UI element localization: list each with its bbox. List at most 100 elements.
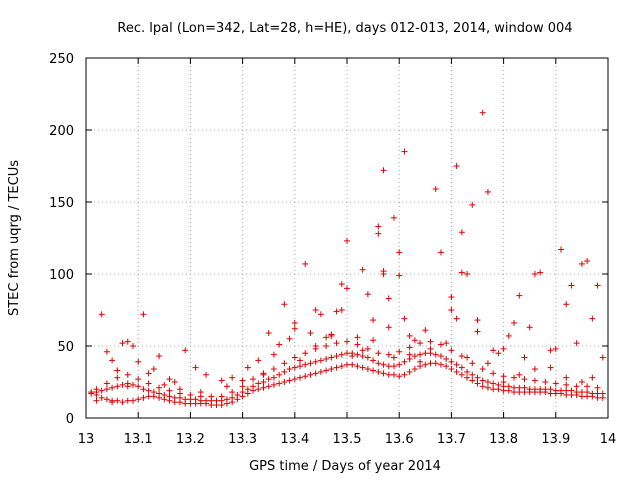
data-point — [218, 393, 225, 400]
data-point — [490, 380, 497, 387]
data-point — [244, 364, 251, 371]
data-point — [537, 269, 544, 276]
data-point — [531, 377, 538, 384]
data-point — [568, 387, 575, 394]
data-point — [411, 353, 418, 360]
data-point — [323, 367, 330, 374]
data-point — [302, 361, 309, 368]
data-point — [270, 351, 277, 358]
data-point — [411, 366, 418, 373]
data-point — [364, 366, 371, 373]
data-point — [276, 371, 283, 378]
x-tick-label: 13.3 — [228, 432, 257, 447]
data-point — [484, 188, 491, 195]
data-point — [401, 148, 408, 155]
data-point — [484, 360, 491, 367]
data-point — [239, 377, 246, 384]
data-point — [479, 377, 486, 384]
data-point — [119, 381, 126, 388]
data-point — [495, 381, 502, 388]
data-point — [464, 374, 471, 381]
y-tick-label: 0 — [66, 412, 74, 427]
data-point — [458, 371, 465, 378]
data-point — [349, 361, 356, 368]
data-point — [354, 363, 361, 370]
data-point — [599, 354, 606, 361]
data-point — [213, 397, 220, 404]
x-tick-label: 13 — [78, 432, 95, 447]
y-tick-label: 150 — [49, 196, 74, 211]
y-tick-label: 100 — [49, 268, 74, 283]
data-point — [516, 371, 523, 378]
data-point — [255, 380, 262, 387]
data-point — [317, 357, 324, 364]
data-point — [270, 374, 277, 381]
data-point — [297, 374, 304, 381]
data-point — [385, 351, 392, 358]
data-point — [396, 373, 403, 380]
data-point — [250, 376, 257, 383]
data-point — [521, 384, 528, 391]
data-point — [328, 366, 335, 373]
data-point — [338, 281, 345, 288]
data-point — [88, 390, 95, 397]
data-point — [145, 380, 152, 387]
data-point — [563, 381, 570, 388]
data-point — [281, 360, 288, 367]
data-point — [93, 386, 100, 393]
data-point — [490, 370, 497, 377]
data-point — [364, 345, 371, 352]
data-point — [119, 340, 126, 347]
data-point — [312, 343, 319, 349]
data-point — [359, 353, 366, 360]
data-point — [406, 351, 413, 358]
data-point — [401, 358, 408, 365]
data-point — [317, 368, 324, 375]
data-point — [552, 387, 559, 394]
data-point — [286, 366, 293, 373]
data-point — [344, 237, 350, 244]
data-point — [396, 272, 403, 279]
data-point — [124, 383, 131, 390]
data-point — [578, 379, 585, 385]
data-point — [176, 386, 183, 393]
data-point — [495, 350, 502, 357]
data-point — [380, 361, 387, 368]
y-tick-label: 50 — [57, 340, 74, 355]
data-point — [479, 109, 486, 116]
data-point — [422, 350, 429, 357]
data-point — [526, 386, 533, 393]
data-point — [385, 295, 392, 302]
y-tick-label: 250 — [49, 52, 74, 67]
data-point — [464, 368, 471, 375]
data-point — [182, 347, 189, 354]
data-point — [380, 370, 387, 377]
data-point — [406, 344, 413, 351]
data-point — [511, 374, 518, 381]
data-point — [432, 186, 439, 193]
x-tick-label: 13.4 — [280, 432, 309, 447]
data-point — [594, 384, 601, 391]
data-point — [161, 391, 168, 398]
data-point — [286, 335, 293, 342]
data-point — [516, 292, 523, 299]
data-point — [297, 363, 304, 370]
data-point — [109, 384, 116, 391]
x-tick-label: 14 — [600, 432, 617, 447]
data-point — [437, 353, 444, 360]
data-point — [302, 260, 309, 267]
data-point — [114, 374, 121, 381]
data-point — [150, 366, 157, 373]
data-point — [396, 249, 403, 256]
data-point — [109, 357, 116, 364]
x-tick-labels: 13 13.1 13.2 13.3 13.4 13.5 13.6 13.7 13.8 13.9 14 — [78, 432, 617, 447]
data-point — [307, 330, 314, 337]
data-point — [114, 367, 121, 374]
data-point — [563, 387, 570, 394]
x-tick-label: 13.8 — [489, 432, 518, 447]
data-point — [375, 223, 382, 230]
data-point — [129, 381, 136, 388]
data-point — [500, 379, 507, 385]
data-point — [500, 373, 507, 380]
data-point — [484, 379, 491, 385]
